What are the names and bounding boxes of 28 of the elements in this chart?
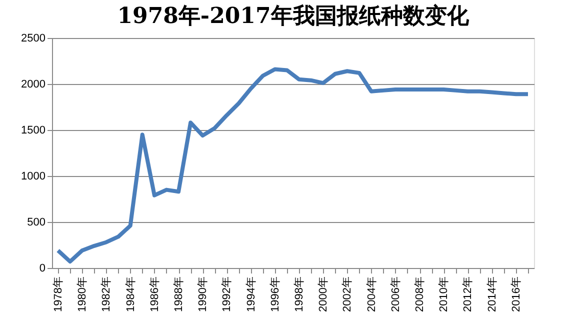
x-tick-label: 2002年 [342, 276, 354, 312]
y-tick-label: 2500 [21, 32, 46, 44]
x-tick-label: 1980年 [76, 276, 89, 312]
line-series [56, 67, 530, 264]
x-tick-label: 1978年 [52, 276, 65, 312]
x-tick-label: 2006年 [390, 276, 402, 312]
chart-title: 1978年-2017年我国报纸种数变化 [117, 3, 470, 29]
y-tick-label: 500 [27, 216, 46, 228]
y-tick-label: 1500 [21, 124, 46, 136]
x-tick-label: 2012年 [462, 276, 474, 312]
x-tick-label: 1986年 [148, 276, 161, 312]
x-tick-label: 2000年 [318, 276, 330, 312]
x-tick-label: 1984年 [124, 276, 137, 312]
x-tick-label: 1990年 [197, 276, 210, 312]
x-tick-label: 1992年 [221, 276, 234, 312]
y-tick-label: 2000 [21, 78, 46, 90]
y-tick-label: 1000 [21, 170, 46, 182]
x-tick-label: 2014年 [486, 276, 498, 312]
x-tick-label: 2004年 [366, 276, 378, 312]
x-tick-label: 2016年 [510, 276, 522, 312]
x-tick-label: 1988年 [173, 276, 186, 312]
y-tick-label: 0 [39, 262, 46, 274]
x-tick-label: 2010年 [438, 276, 450, 312]
x-tick-label: 2008年 [414, 276, 426, 312]
x-tick-label: 1994年 [245, 276, 258, 312]
x-tick-label: 1996年 [269, 276, 282, 312]
x-tick-label: 1982年 [100, 276, 113, 312]
x-tick-label: 1998年 [294, 276, 306, 312]
